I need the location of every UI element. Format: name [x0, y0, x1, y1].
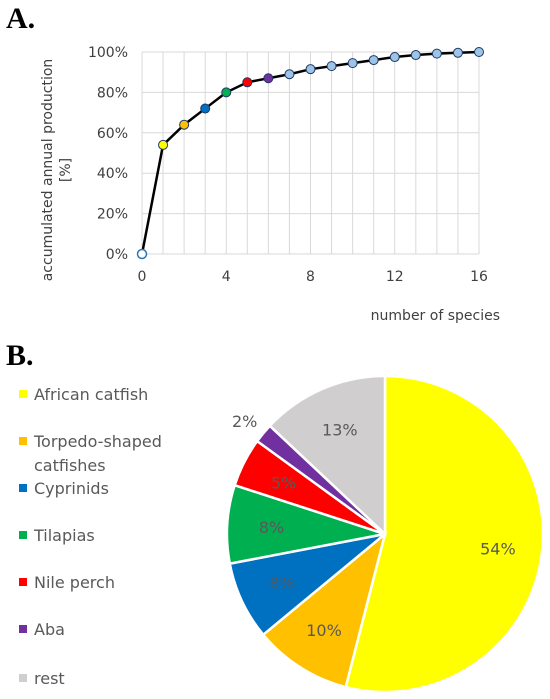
x-tick-label: 0 — [138, 269, 147, 285]
data-point — [347, 58, 358, 69]
slice-label: 2% — [232, 412, 257, 431]
y-tick-label: 0% — [106, 247, 128, 263]
y-axis-title: accumulated annual production — [40, 59, 56, 282]
slice-label: 8% — [269, 573, 294, 592]
data-point — [410, 50, 421, 61]
data-point — [326, 61, 337, 72]
panel-b-label: B. — [6, 339, 34, 372]
data-point — [368, 55, 379, 66]
data-point — [305, 64, 316, 75]
panel-a-label: A. — [6, 2, 36, 35]
data-point — [179, 119, 190, 130]
data-point — [263, 73, 274, 84]
legend-swatch — [19, 625, 27, 633]
legend-swatch — [19, 578, 27, 586]
slice-label: 54% — [480, 539, 516, 558]
data-point — [284, 69, 295, 80]
legend-label: Tilapias — [33, 526, 95, 545]
data-point — [389, 52, 400, 63]
pie-slice — [261, 530, 388, 689]
data-point — [158, 139, 169, 150]
legend-swatch — [19, 484, 27, 492]
x-tick-label: 16 — [470, 269, 488, 285]
legend-swatch — [19, 531, 27, 539]
legend-swatch — [19, 390, 27, 398]
data-point — [474, 47, 484, 57]
y-tick-label: 60% — [97, 126, 128, 142]
slice-label: 10% — [306, 621, 342, 640]
legend-label: African catfish — [34, 385, 148, 404]
x-tick-label: 4 — [222, 269, 231, 285]
x-axis-title: number of species — [371, 308, 500, 324]
legend-label: Cyprinids — [34, 479, 109, 498]
data-point — [431, 48, 442, 59]
slice-label: 8% — [259, 518, 284, 537]
data-point — [136, 248, 148, 260]
cumulative-production-chart: 0% 20% 40% 60% 80% 100% 0 4 8 12 16 number of speci… — [40, 45, 500, 324]
y-axis-title-unit: [%] — [58, 158, 74, 182]
legend-label: rest — [34, 669, 65, 688]
legend-swatch — [19, 437, 27, 445]
pie-slice — [344, 374, 545, 694]
legend-label: catfishes — [34, 456, 106, 475]
y-tick-label: 100% — [88, 45, 128, 61]
slice-label: 5% — [271, 473, 296, 492]
legend-label: Aba — [34, 620, 65, 639]
legend-label: Torpedo-shaped — [33, 432, 162, 451]
data-point — [221, 87, 232, 98]
y-tick-label: 80% — [97, 85, 128, 101]
y-tick-label: 20% — [97, 207, 128, 223]
legend-swatch — [19, 674, 27, 682]
legend-label: Nile perch — [34, 573, 115, 592]
x-tick-label: 12 — [386, 269, 404, 285]
y-tick-label: 40% — [97, 166, 128, 182]
data-point — [200, 103, 211, 114]
slice-label: 13% — [322, 421, 358, 440]
x-tick-label: 8 — [306, 269, 315, 285]
data-point — [452, 47, 463, 58]
species-share-pie-chart: African catfish Torpedo-shaped catfishes Cy… — [19, 374, 545, 694]
data-point — [242, 77, 253, 88]
pie-slice — [268, 374, 387, 537]
